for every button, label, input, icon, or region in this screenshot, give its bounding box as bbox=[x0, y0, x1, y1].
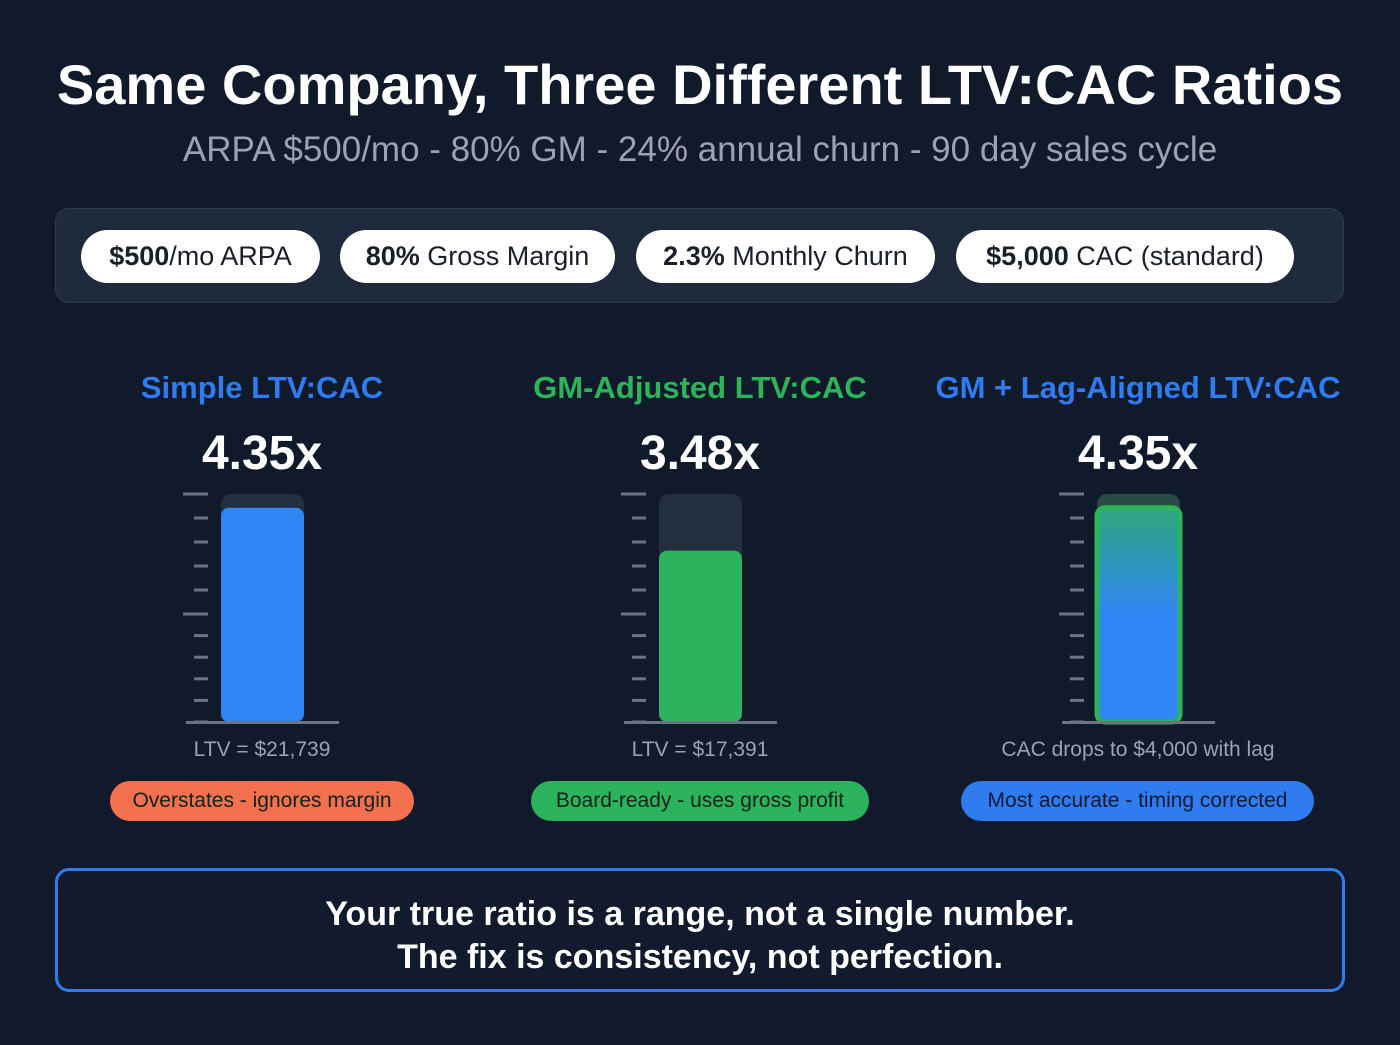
axis-tick bbox=[632, 516, 646, 520]
axis-tick bbox=[1070, 655, 1084, 659]
bar-0 bbox=[221, 507, 304, 722]
axis-tick bbox=[632, 698, 646, 702]
axis-tick bbox=[621, 612, 646, 616]
axis-tick bbox=[632, 677, 646, 681]
axis-tick bbox=[194, 634, 208, 638]
axis-tick bbox=[1070, 634, 1084, 638]
conclusion-callout: Your true ratio is a range, not a single… bbox=[55, 868, 1345, 992]
axis-tick bbox=[194, 588, 208, 592]
axis-tick bbox=[1059, 612, 1084, 616]
axis-tick bbox=[1070, 516, 1084, 520]
baseline bbox=[186, 721, 339, 724]
cac-note-lag: CAC drops to $4,000 with lag bbox=[1001, 738, 1275, 761]
tag-board-ready: Board-ready - uses gross profit bbox=[531, 781, 869, 821]
axis-tick bbox=[1070, 698, 1084, 702]
chart-title-simple: Simple LTV:CAC bbox=[140, 370, 384, 405]
axis-tick bbox=[621, 492, 646, 496]
axis-tick bbox=[194, 677, 208, 681]
assumption-pill-gm: 80% Gross Margin bbox=[340, 230, 615, 283]
baseline bbox=[1062, 721, 1215, 724]
tag-overstates: Overstates - ignores margin bbox=[110, 781, 414, 821]
bar-charts bbox=[183, 492, 1215, 725]
ltv-note-simple: LTV = $21,739 bbox=[193, 738, 331, 761]
axis-tick bbox=[1070, 588, 1084, 592]
page-title: Same Company, Three Different LTV:CAC Ra… bbox=[56, 53, 1344, 116]
tag-most-accurate: Most accurate - timing corrected bbox=[961, 781, 1314, 821]
ratio-value-lag: 4.35x bbox=[1077, 427, 1199, 480]
axis-tick bbox=[183, 612, 208, 616]
axis-tick bbox=[194, 564, 208, 568]
assumption-pill-churn: 2.3% Monthly Churn bbox=[636, 230, 935, 283]
bar-1 bbox=[659, 550, 742, 722]
ltv-note-gm: LTV = $17,391 bbox=[631, 738, 769, 761]
axis-tick bbox=[1070, 540, 1084, 544]
axis-tick bbox=[183, 492, 208, 496]
axis-tick bbox=[1070, 564, 1084, 568]
ratio-value-simple: 4.35x bbox=[201, 427, 323, 480]
axis-tick bbox=[1059, 492, 1084, 496]
baseline bbox=[624, 721, 777, 724]
bar-2 bbox=[1094, 505, 1183, 725]
axis-tick bbox=[1070, 677, 1084, 681]
axis-tick bbox=[632, 634, 646, 638]
callout-line-2: The fix is consistency, not perfection. bbox=[397, 938, 1003, 976]
axis-tick bbox=[632, 564, 646, 568]
axis-tick bbox=[194, 516, 208, 520]
page-subtitle: ARPA $500/mo - 80% GM - 24% annual churn… bbox=[182, 130, 1218, 169]
chart-title-lag: GM + Lag-Aligned LTV:CAC bbox=[935, 370, 1341, 405]
callout-line-1: Your true ratio is a range, not a single… bbox=[325, 895, 1075, 933]
axis-tick bbox=[194, 540, 208, 544]
axis-tick bbox=[194, 655, 208, 659]
axis-tick bbox=[632, 655, 646, 659]
axis-tick bbox=[632, 588, 646, 592]
ratio-value-gm: 3.48x bbox=[639, 427, 761, 480]
axis-tick bbox=[194, 698, 208, 702]
assumption-pill-arpa: $500/mo ARPA bbox=[81, 230, 320, 283]
chart-title-gm: GM-Adjusted LTV:CAC bbox=[533, 370, 867, 405]
axis-tick bbox=[632, 540, 646, 544]
assumption-pill-cac: $5,000 CAC (standard) bbox=[956, 230, 1294, 283]
